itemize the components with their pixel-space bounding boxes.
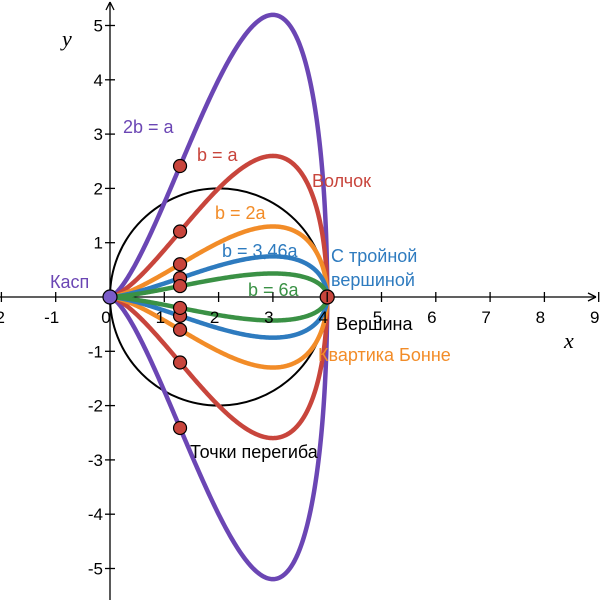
inflection-point: [172, 300, 188, 316]
inflection-point: [172, 278, 188, 294]
label: b = 2a: [215, 203, 267, 223]
x-tick-label: 0: [101, 308, 110, 327]
x-tick-label: 3: [264, 308, 273, 327]
y-tick-label: -2: [88, 397, 103, 416]
x-tick-label: 5: [373, 308, 382, 327]
y-axis-label: y: [60, 26, 72, 51]
y-tick-label: -5: [88, 560, 103, 579]
inflection-point: [172, 355, 188, 370]
y-tick-label: 5: [94, 17, 103, 36]
y-tick-label: -1: [88, 342, 103, 361]
label: Точки перегиба: [190, 442, 319, 462]
x-tick-label: 8: [536, 308, 545, 327]
y-tick-label: 4: [94, 71, 103, 90]
inflection-point: [172, 420, 188, 436]
x-tick-label: 2: [210, 308, 219, 327]
label: b = a: [197, 145, 239, 165]
x-tick-label: 1: [156, 308, 165, 327]
x-tick-label: 4: [318, 308, 327, 327]
label: Квартика Бонне: [318, 345, 451, 365]
y-tick-label: 1: [94, 234, 103, 253]
y-tick-label: -4: [88, 505, 103, 524]
label: Волчок: [312, 171, 371, 191]
y-tick-label: -3: [88, 451, 103, 470]
label: b = 6a: [248, 280, 300, 300]
ticks: -2 -1 0 1 2 3 4 5 6 7 8 9 5 4 3 2 1 -1 -2 -3 -4 -5: [0, 17, 599, 579]
x-tick-label: 9: [590, 308, 599, 327]
y-tick-label: 2: [94, 179, 103, 198]
x-tick-label: 6: [427, 308, 436, 327]
x-tick-label: -1: [44, 308, 59, 327]
label: С тройной: [331, 246, 417, 266]
x-tick-label: -2: [0, 308, 5, 327]
dots: [102, 158, 335, 436]
inflection-point: [172, 322, 188, 337]
x-axis-label: x: [563, 328, 574, 353]
axis-arrows: [105, 1, 597, 302]
cusp-point: [102, 289, 118, 305]
inflection-point: [172, 257, 188, 272]
label: 2b = a: [123, 117, 175, 137]
inflection-point: [172, 224, 188, 239]
x-tick-label: 7: [481, 308, 490, 327]
label: Вершина: [336, 314, 413, 334]
inflection-point: [172, 158, 188, 174]
label: b = 3,46a: [222, 241, 299, 261]
label: Касп: [50, 272, 89, 292]
y-tick-label: 3: [94, 125, 103, 144]
label: вершиной: [331, 270, 415, 290]
